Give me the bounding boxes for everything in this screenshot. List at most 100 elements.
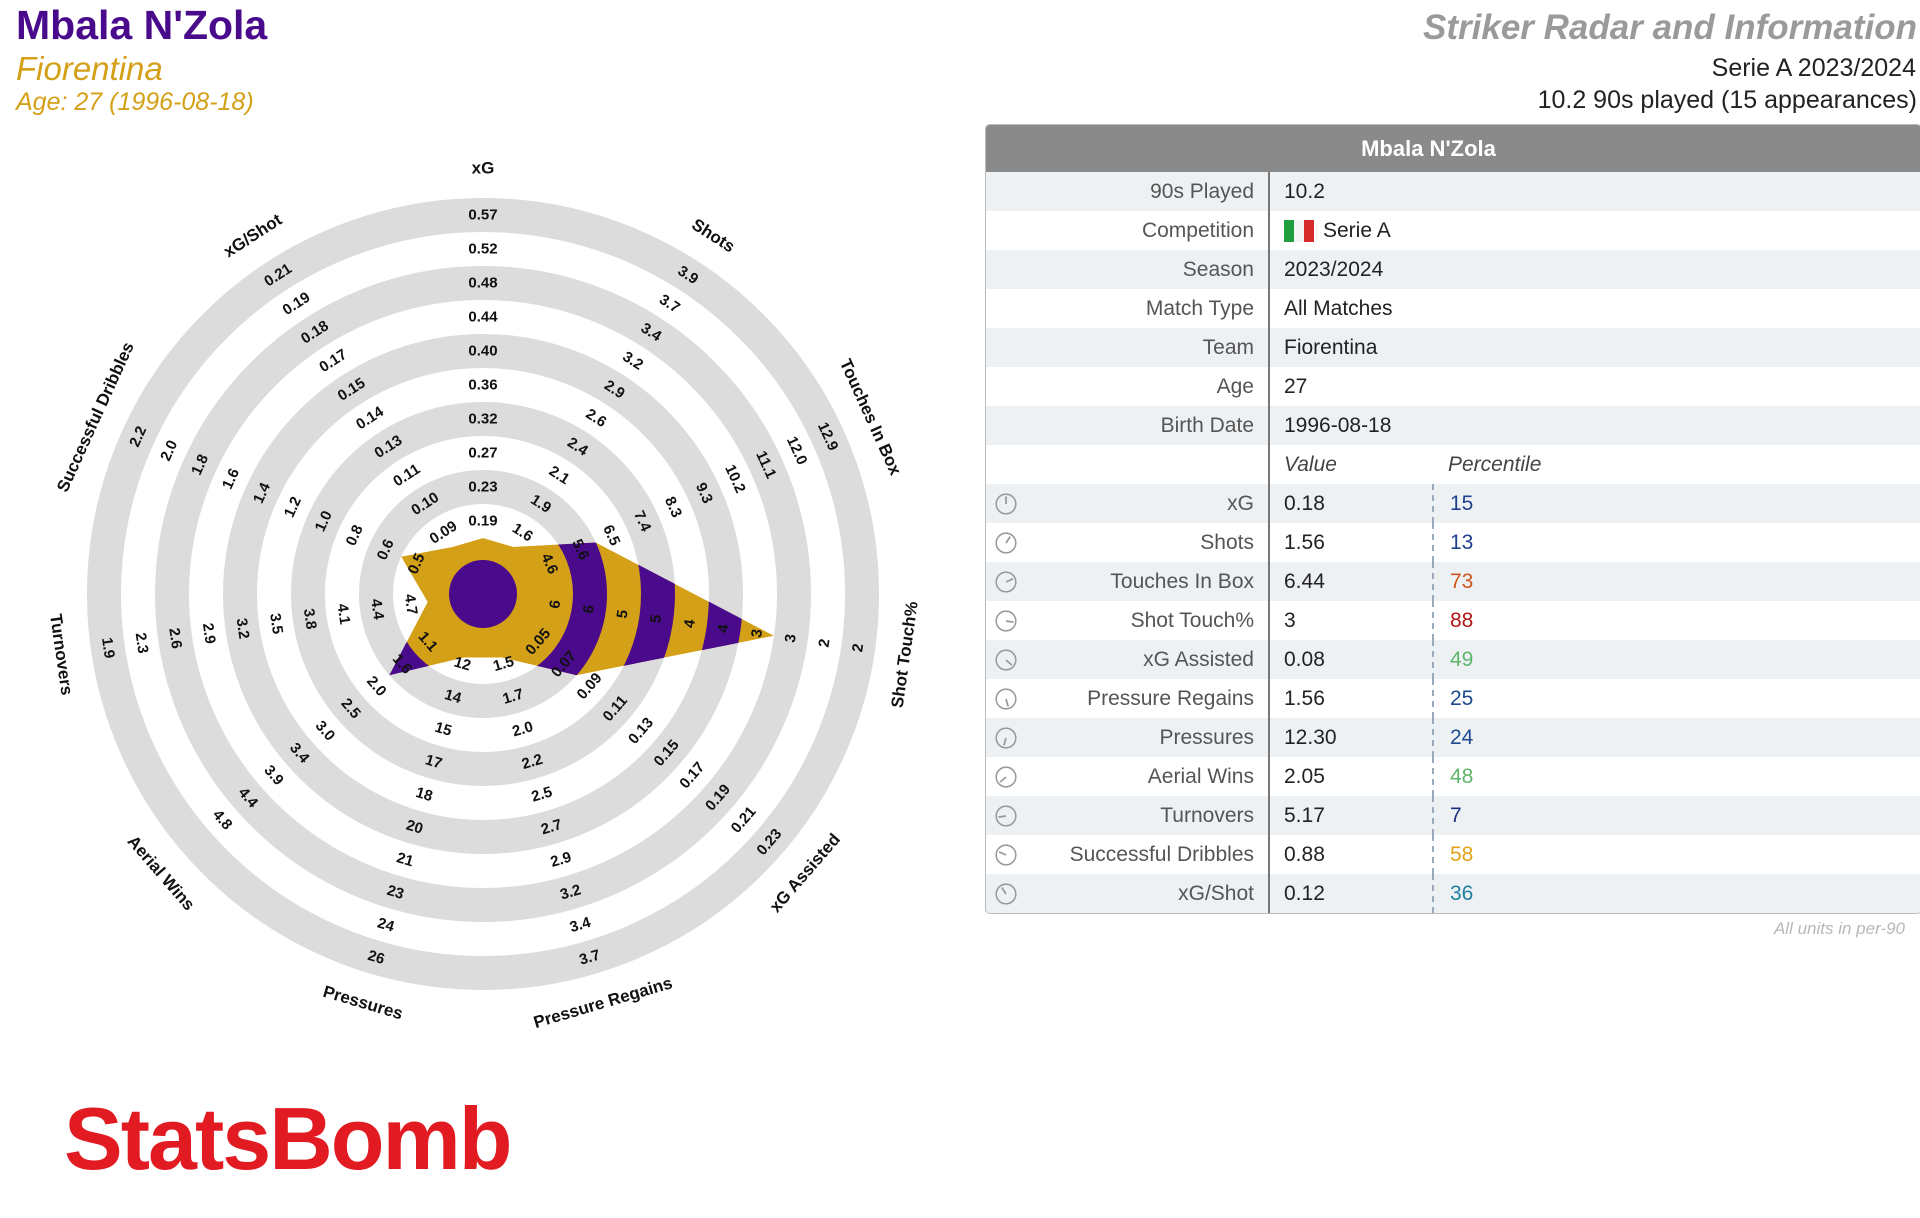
metric-value: 0.08 — [1270, 640, 1434, 679]
radar-tick-label: 0.40 — [468, 343, 497, 360]
radar-tick-label: 14 — [442, 686, 463, 707]
gauge-icon — [986, 601, 1026, 640]
radar-tick-label: 0.36 — [468, 377, 497, 394]
radar-tick-label: 1.7 — [501, 686, 526, 708]
info-table: Mbala N'Zola 90s Played 10.2 Competition… — [985, 124, 1920, 914]
radar-tick-label: 0.11 — [390, 461, 423, 491]
radar-tick-label: 4 — [714, 623, 732, 634]
metric-label: xG Assisted — [1026, 640, 1270, 679]
info-row: Birth Date 1996-08-18 — [986, 406, 1920, 445]
radar-tick-label: 3.7 — [656, 291, 683, 317]
radar-tick-label: 2.0 — [363, 673, 390, 700]
radar-tick-label: 2.6 — [583, 405, 610, 431]
metric-label: Turnovers — [1026, 796, 1270, 835]
radar-tick-label: 0.19 — [280, 289, 314, 319]
radar-axis-label: xG/Shot — [220, 210, 285, 261]
info-row: Team Fiorentina — [986, 328, 1920, 367]
metric-row: Shot Touch% 3 88 — [986, 601, 1920, 640]
metric-percentile: 36 — [1450, 882, 1474, 905]
metric-row: xG 0.18 15 — [986, 484, 1920, 523]
metric-label: Shot Touch% — [1026, 601, 1270, 640]
radar-tick-label: 0.52 — [468, 241, 497, 258]
info-value: 1996-08-18 — [1284, 414, 1392, 437]
gauge-icon — [986, 874, 1026, 913]
radar-tick-label: 3.4 — [568, 914, 593, 936]
italy-flag-icon — [1284, 219, 1314, 242]
radar-tick-label: 12 — [452, 653, 473, 674]
metric-value: 3 — [1270, 601, 1434, 640]
metric-row: Successful Dribbles 0.88 58 — [986, 835, 1920, 874]
radar-tick-label: 3.2 — [558, 881, 583, 903]
metric-value: 6.44 — [1270, 562, 1434, 601]
radar-axis-label: Turnovers — [46, 613, 76, 697]
radar-axis-label: Shots — [688, 215, 738, 257]
radar-tick-label: 1.2 — [281, 494, 305, 520]
info-row: 90s Played 10.2 — [986, 172, 1920, 211]
metric-label: xG — [1026, 484, 1270, 523]
radar-tick-label: 3.7 — [577, 947, 602, 969]
radar-center — [449, 560, 517, 628]
radar-tick-label: 0.17 — [316, 346, 350, 376]
radar-tick-label: 3.5 — [266, 612, 286, 635]
radar-tick-label: 3.9 — [260, 762, 287, 789]
radar-tick-label: 3.2 — [619, 348, 646, 374]
units-note: All units in per-90 — [1773, 919, 1905, 938]
radar-tick-label: 3 — [782, 633, 800, 644]
metric-row: Pressures 12.30 24 — [986, 718, 1920, 757]
metric-value: 12.30 — [1270, 718, 1434, 757]
radar-axis-label: Pressures — [321, 982, 405, 1023]
radar-tick-label: 6 — [546, 599, 564, 610]
info-label: 90s Played — [1026, 172, 1270, 211]
radar-ring — [155, 266, 811, 922]
metric-label: Aerial Wins — [1026, 757, 1270, 796]
radar-tick-label: 3 — [748, 628, 766, 639]
radar-tick-label: 0.21 — [728, 803, 760, 836]
radar-tick-label: 0.44 — [468, 309, 498, 326]
info-label: Birth Date — [1026, 406, 1270, 445]
radar-tick-label: 4.4 — [367, 598, 387, 622]
radar-fill-band — [389, 538, 675, 676]
metric-label: Successful Dribbles — [1026, 835, 1270, 874]
info-label: Competition — [1026, 211, 1270, 250]
radar-tick-label: 23 — [385, 882, 406, 903]
info-label: Age — [1026, 367, 1270, 406]
radar-tick-label: 2.9 — [199, 622, 219, 645]
metric-percentile: 49 — [1450, 648, 1474, 671]
info-value: 2023/2024 — [1284, 258, 1384, 281]
radar-tick-label: 2.1 — [546, 463, 573, 489]
radar-tick-label: 0.27 — [468, 445, 497, 462]
metric-row: Shots 1.56 13 — [986, 523, 1920, 562]
info-label: Season — [1026, 250, 1270, 289]
gauge-icon — [986, 835, 1026, 874]
radar-tick-label: 15 — [433, 719, 454, 740]
radar-tick-label: 2.9 — [549, 849, 574, 871]
metric-row: Turnovers 5.17 7 — [986, 796, 1920, 835]
info-row: Match Type All Matches — [986, 289, 1920, 328]
radar-tick-label: 2.3 — [132, 632, 152, 655]
radar-tick-label: 6 — [580, 604, 598, 615]
radar-tick-label: 2.7 — [539, 816, 564, 838]
radar-tick-label: 2.0 — [157, 438, 181, 464]
radar-tick-label: 4.8 — [209, 806, 236, 833]
radar-tick-label: 4.7 — [401, 593, 421, 616]
competition-value: Serie A — [1323, 219, 1391, 242]
radar-axis-label: Shot Touch% — [888, 600, 922, 709]
radar-tick-label: 0.17 — [676, 759, 708, 792]
player-name: Mbala N'Zola — [16, 2, 268, 48]
metric-percentile: 73 — [1450, 570, 1474, 593]
statsbomb-logo: StatsBomb — [64, 1089, 512, 1188]
metrics-header-row: Value Percentile — [986, 445, 1920, 484]
metric-percentile: 7 — [1450, 804, 1462, 827]
info-value: Serie A — [1270, 211, 1432, 250]
radar-ring — [223, 334, 743, 854]
metric-percentile: 13 — [1450, 531, 1474, 554]
info-value: 27 — [1284, 375, 1308, 398]
radar-tick-label: 17 — [423, 751, 444, 772]
gauge-icon — [986, 640, 1026, 679]
radar-chart: 0.19 0.23 0.27 0.32 0.36 0.40 0.44 0.48 0.52 0.57… — [46, 159, 922, 1033]
radar-tick-label: 6.5 — [599, 522, 623, 548]
radar-tick-label: 3.0 — [312, 717, 339, 744]
gauge-icon — [986, 796, 1026, 835]
radar-tick-label: 0.19 — [468, 513, 497, 530]
radar-tick-label: 3.2 — [233, 617, 253, 640]
